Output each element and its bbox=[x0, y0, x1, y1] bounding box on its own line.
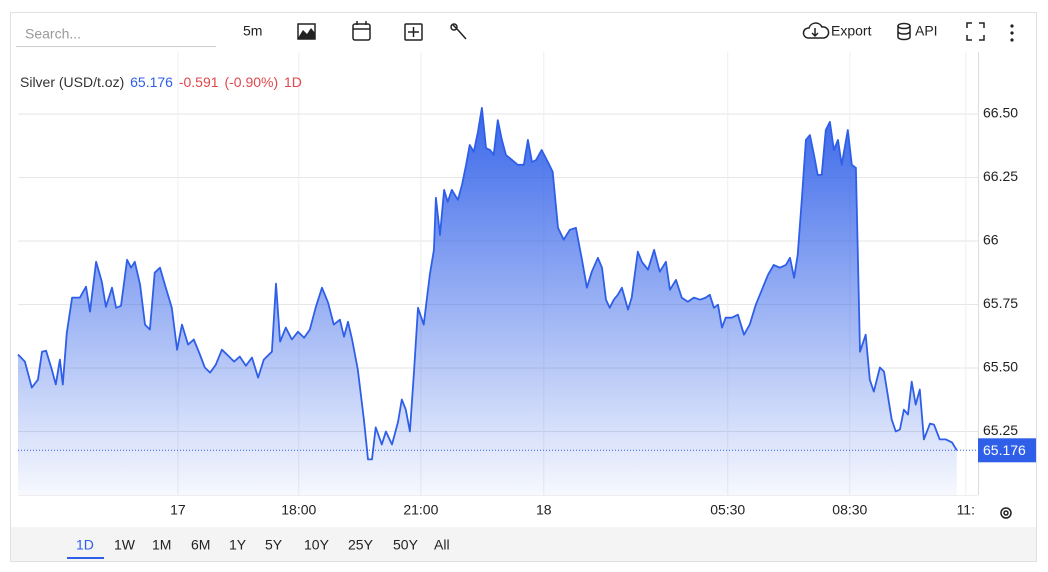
x-tick-label: 05:30 bbox=[710, 502, 745, 518]
area bbox=[18, 107, 957, 496]
range-button[interactable]: 1Y bbox=[229, 537, 247, 553]
range-buttons: 1D 1W 1M 6M 1Y 5Y 10Y 25Y 50Y All bbox=[67, 537, 450, 559]
period: 1D bbox=[284, 74, 302, 90]
calendar-icon[interactable] bbox=[352, 21, 371, 41]
plot: 65.25 65.50 65.75 66 66.25 66.50 17 18:00 21:00 1… bbox=[17, 52, 1036, 518]
chart-header: Silver (USD/t.oz) 65.176 -0.591 (-0.90%)… bbox=[20, 74, 302, 90]
chart-title: Silver (USD/t.oz) bbox=[20, 74, 124, 90]
range-button[interactable]: 25Y bbox=[348, 537, 374, 553]
export-button[interactable]: Export bbox=[831, 23, 872, 39]
last-price-tag bbox=[978, 438, 1036, 463]
api-button[interactable]: API bbox=[915, 23, 938, 39]
change: -0.591 bbox=[179, 74, 219, 90]
x-tick-label: 17 bbox=[170, 502, 186, 518]
x-tick-label: 18:00 bbox=[281, 502, 316, 518]
range-button[interactable]: 1M bbox=[152, 537, 171, 553]
y-tick-label: 66 bbox=[983, 232, 999, 248]
range-button[interactable]: 6M bbox=[191, 537, 210, 553]
x-tick-label: 11: bbox=[957, 502, 975, 518]
interval-button[interactable]: 5m bbox=[243, 23, 262, 39]
price-line bbox=[17, 107, 958, 461]
range-button[interactable]: 1D bbox=[76, 537, 94, 553]
fullscreen-icon[interactable] bbox=[966, 22, 985, 41]
export-icon[interactable] bbox=[802, 22, 830, 39]
x-tick-label: 21:00 bbox=[403, 502, 438, 518]
change-percent: (-0.90%) bbox=[224, 74, 278, 90]
api-icon[interactable] bbox=[897, 22, 911, 41]
y-tick-label: 66.50 bbox=[983, 105, 1018, 121]
y-tick-label: 65.75 bbox=[983, 295, 1018, 311]
range-button[interactable]: All bbox=[434, 537, 450, 553]
range-button[interactable]: 10Y bbox=[304, 537, 330, 553]
x-tick-label: 18 bbox=[536, 502, 552, 518]
tools-icon[interactable] bbox=[450, 23, 467, 40]
settings-icon[interactable] bbox=[1000, 507, 1012, 519]
range-button[interactable]: 50Y bbox=[393, 537, 419, 553]
search-box[interactable]: Search... bbox=[25, 26, 81, 42]
chart-type-icon[interactable] bbox=[297, 23, 316, 40]
range-button[interactable]: 1W bbox=[114, 537, 136, 553]
range-button[interactable]: 5Y bbox=[265, 537, 283, 553]
last-price: 65.176 bbox=[130, 74, 173, 90]
menu-icon[interactable] bbox=[1010, 24, 1014, 42]
y-tick-label: 66.25 bbox=[983, 168, 1018, 184]
last-price-label: 65.176 bbox=[983, 442, 1026, 458]
active-underline bbox=[67, 557, 104, 559]
y-tick-label: 65.25 bbox=[983, 422, 1018, 438]
y-tick-label: 65.50 bbox=[983, 359, 1018, 375]
compare-icon[interactable] bbox=[404, 23, 423, 41]
x-tick-label: 08:30 bbox=[832, 502, 867, 518]
range-bar bbox=[11, 527, 1036, 561]
